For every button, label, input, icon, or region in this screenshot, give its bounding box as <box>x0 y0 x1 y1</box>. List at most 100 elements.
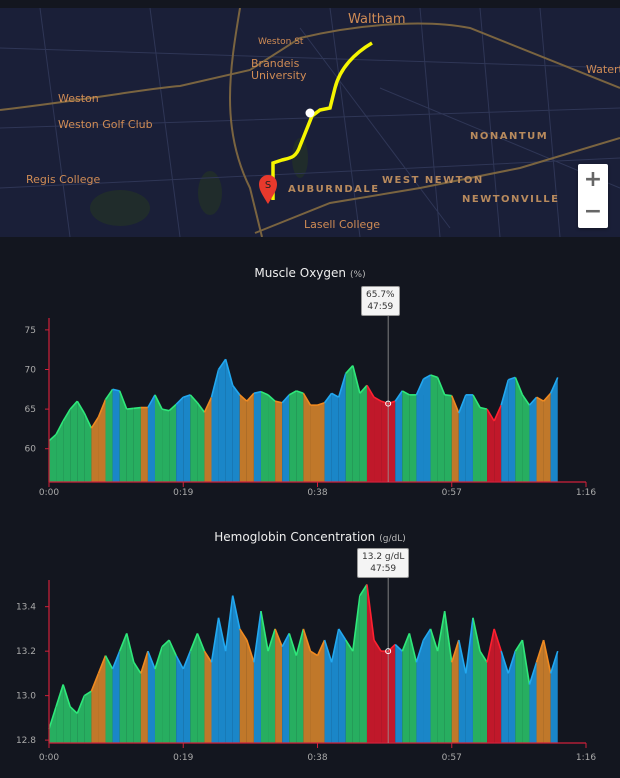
line-segment <box>288 633 298 656</box>
area-segment <box>409 394 417 482</box>
area-segment <box>77 695 85 743</box>
hemoglobin-chart[interactable]: 12.8 13.0 13.2 13.4 0:00 0:19 0:38 0:57 1:16 <box>0 545 620 775</box>
area-segment <box>63 684 71 743</box>
area-segment <box>275 628 283 743</box>
line-segment <box>430 374 438 379</box>
area-segment <box>324 640 332 743</box>
area-segment <box>91 417 99 482</box>
area-segment <box>162 640 170 743</box>
area-segment <box>480 407 488 482</box>
area-segment <box>409 633 417 743</box>
area-segment <box>232 385 240 482</box>
line-segment <box>359 384 368 394</box>
line-segment <box>415 639 425 663</box>
line-segment <box>373 639 382 652</box>
line-segment <box>444 394 452 397</box>
line-segment <box>549 377 559 394</box>
x-tick-label: 0:00 <box>39 488 59 498</box>
area-segment <box>522 640 530 743</box>
area-segment <box>395 644 403 743</box>
line-segment <box>423 374 431 380</box>
line-segment <box>76 400 86 414</box>
area-segment <box>225 595 233 743</box>
line-segment <box>451 395 460 414</box>
start-marker: S <box>259 175 277 204</box>
line-segment <box>182 650 192 670</box>
area-segment <box>366 385 375 482</box>
line-segment <box>345 365 354 374</box>
y-tick-label: 75 <box>25 326 36 336</box>
map-label-newtonville: NEWTONVILLE <box>462 194 560 205</box>
x-tick-label: 0:19 <box>173 488 193 498</box>
line-segment <box>472 617 481 652</box>
line-segment <box>62 684 71 707</box>
line-segment <box>380 400 389 405</box>
line-segment <box>436 377 446 396</box>
cursor-point <box>385 648 392 655</box>
line-segment <box>210 369 220 398</box>
line-segment <box>274 628 283 648</box>
area-segment <box>190 394 198 482</box>
line-segment <box>253 611 262 663</box>
area-segment <box>529 397 537 482</box>
area-segment <box>359 385 367 482</box>
area-segment <box>133 407 141 482</box>
line-segment <box>500 379 510 406</box>
y-tick-label: 13.0 <box>16 692 36 702</box>
line-segment <box>189 633 199 652</box>
line-segment <box>239 628 248 641</box>
line-segment <box>161 408 170 412</box>
area-segment <box>508 651 516 743</box>
line-segment <box>436 610 446 652</box>
area-segment <box>331 393 339 482</box>
area-segment <box>204 651 212 743</box>
line-segment <box>112 388 120 392</box>
area-segment <box>98 399 106 482</box>
area-segment <box>260 391 269 482</box>
line-segment <box>542 639 552 674</box>
area-segment <box>169 640 177 743</box>
line-segment <box>352 365 361 394</box>
area-segment <box>197 402 205 482</box>
line-segment <box>217 617 227 652</box>
area-segment <box>515 640 523 743</box>
line-segment <box>97 655 107 674</box>
line-segment <box>422 628 432 641</box>
area-segment <box>63 409 71 482</box>
zoom-out-button[interactable]: − <box>583 199 603 224</box>
area-segment <box>472 617 481 743</box>
line-segment <box>182 394 191 398</box>
area-segment <box>430 628 438 743</box>
route-map[interactable]: S Waltham Weston St Brandeis University … <box>0 8 620 237</box>
area-segment <box>126 408 134 482</box>
area-segment <box>458 394 466 482</box>
line-segment <box>295 628 305 656</box>
zoom-in-button[interactable]: + <box>583 167 603 192</box>
line-segment <box>359 584 368 596</box>
line-segment <box>175 655 184 670</box>
line-segment <box>479 650 488 663</box>
area-segment <box>91 673 99 743</box>
area-segment <box>338 628 346 743</box>
line-segment <box>514 377 524 396</box>
line-segment <box>458 394 467 414</box>
hemoglobin-title: Hemoglobin Concentration (g/dL) <box>214 530 406 544</box>
line-segment <box>317 402 325 406</box>
area-segment <box>49 434 57 482</box>
line-segment <box>104 655 114 670</box>
area-segment <box>246 640 254 743</box>
line-segment <box>429 628 439 652</box>
muscle-oxygen-chart[interactable]: 60 65 70 75 0:00 0:19 0:38 0:57 1:16 <box>0 280 620 505</box>
route-position-marker <box>305 108 315 118</box>
line-segment <box>55 420 64 435</box>
area-segment <box>324 393 332 482</box>
line-segment <box>450 639 460 663</box>
line-segment <box>323 392 333 404</box>
area-segment <box>550 377 558 482</box>
line-segment <box>331 392 340 398</box>
area-segment <box>296 390 304 482</box>
area-segment <box>310 651 318 743</box>
line-segment <box>210 617 220 663</box>
line-segment <box>366 584 375 641</box>
x-tick-label: 0:57 <box>442 753 462 763</box>
